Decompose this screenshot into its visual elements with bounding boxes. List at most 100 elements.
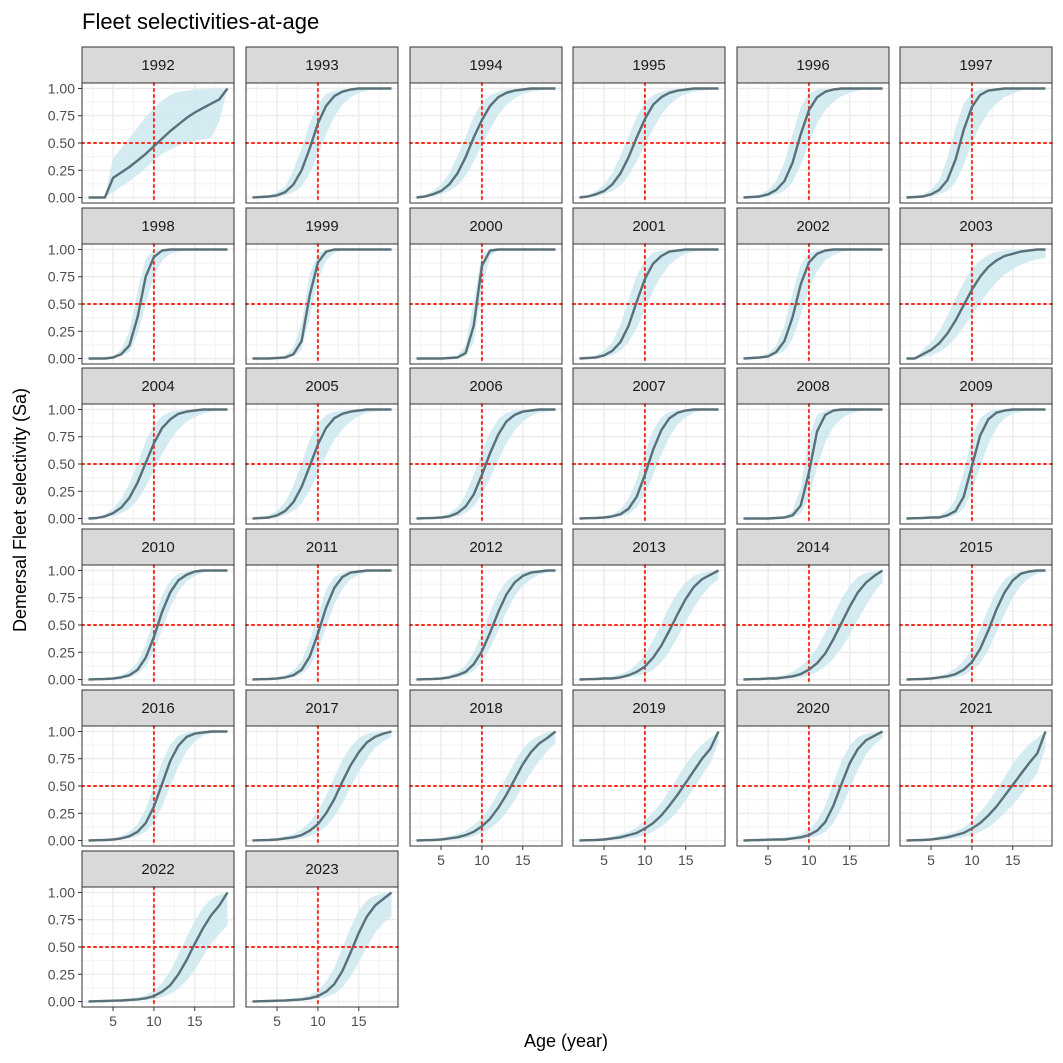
y-tick-label: 0.25 <box>48 323 75 339</box>
strip-label-2004: 2004 <box>141 378 174 395</box>
x-tick-label: 10 <box>474 852 490 868</box>
facet-panel-2005: 2005 <box>245 367 399 525</box>
strip-background <box>245 46 399 84</box>
strip-label-2010: 2010 <box>141 539 174 556</box>
strip-background <box>899 207 1053 245</box>
confidence-band-2003 <box>906 249 1046 359</box>
y-tick-label: 0.25 <box>48 162 75 178</box>
y-tick-label: 0.75 <box>48 108 75 124</box>
confidence-band-1994 <box>416 88 556 198</box>
strip-label-2008: 2008 <box>796 378 829 395</box>
strip-label-2019: 2019 <box>632 700 665 717</box>
strip-label-2006: 2006 <box>469 378 502 395</box>
facet-panel-1994: 1994 <box>409 46 563 204</box>
selectivity-line-1997 <box>906 87 1046 199</box>
facet-panel-2009: 2009 <box>899 367 1053 525</box>
facet-panel-2020: 2020 5 10 15 <box>736 689 890 868</box>
facet-panel-2011: 2011 <box>245 528 399 686</box>
selectivity-line-2020 <box>743 730 884 842</box>
panel-border <box>572 403 726 525</box>
confidence-band-2011 <box>252 570 392 680</box>
selectivity-line-2006 <box>416 408 556 520</box>
selectivity-line-2018 <box>416 730 557 842</box>
panel-border <box>572 243 726 365</box>
y-tick-label: 0.00 <box>48 994 75 1010</box>
selectivity-line-1992 <box>88 87 229 199</box>
facet-panel-2014: 2014 <box>736 528 890 686</box>
selectivity-line-1998 <box>88 248 228 360</box>
strip-background <box>899 367 1053 405</box>
x-tick-label: 5 <box>764 852 772 868</box>
selectivity-line-2015 <box>906 569 1046 681</box>
panel-border <box>572 725 726 847</box>
selectivity-line-2019 <box>579 730 720 842</box>
y-tick-label: 0.50 <box>48 135 75 151</box>
strip-background <box>245 207 399 245</box>
strip-background <box>736 367 890 405</box>
x-tick-label: 15 <box>842 852 858 868</box>
facet-panel-2003: 2003 <box>899 207 1053 365</box>
y-tick-label: 1.00 <box>48 80 75 96</box>
strip-background <box>572 367 726 405</box>
selectivity-line-2002 <box>743 248 883 360</box>
selectivity-line-2016 <box>88 730 228 842</box>
strip-background <box>899 46 1053 84</box>
confidence-band-2008 <box>743 409 883 519</box>
y-tick-label: 1.00 <box>48 884 75 900</box>
x-tick-label: 15 <box>187 1013 203 1029</box>
selectivity-line-1996 <box>743 87 883 199</box>
strip-background <box>736 689 890 727</box>
confidence-band-2004 <box>88 409 228 519</box>
y-tick-label: 0.50 <box>48 778 75 794</box>
y-tick-label: 0.25 <box>48 966 75 982</box>
confidence-band-2017 <box>252 731 392 841</box>
strip-background <box>572 689 726 727</box>
confidence-band-2000 <box>416 249 556 359</box>
facet-panel-2001: 2001 <box>572 207 726 365</box>
strip-background <box>81 46 235 84</box>
selectivity-line-2017 <box>252 730 392 842</box>
panel-border <box>899 82 1053 204</box>
strip-background <box>81 207 235 245</box>
confidence-band-2005 <box>252 409 392 519</box>
confidence-band-1996 <box>743 88 883 198</box>
selectivity-line-2000 <box>416 248 556 360</box>
strip-background <box>81 528 235 566</box>
y-tick-label: 0.75 <box>48 912 75 928</box>
facet-panel-2018: 2018 5 10 15 <box>409 689 563 868</box>
panel-border <box>736 564 890 686</box>
selectivity-line-2022 <box>88 891 229 1003</box>
y-tick-label: 0.00 <box>48 190 75 206</box>
selectivity-line-2023 <box>252 891 393 1003</box>
facet-panel-1998: 1998 0.00 0.25 0.50 0.75 1.00 <box>48 207 235 367</box>
confidence-band-2013 <box>579 570 719 680</box>
facet-panel-2006: 2006 <box>409 367 563 525</box>
confidence-band-2014 <box>743 570 883 680</box>
x-tick-label: 10 <box>637 852 653 868</box>
strip-label-2001: 2001 <box>632 218 665 235</box>
y-tick-label: 0.00 <box>48 351 75 367</box>
x-tick-label: 5 <box>273 1013 281 1029</box>
panel-border <box>572 564 726 686</box>
y-tick-label: 1.00 <box>48 562 75 578</box>
panel-border <box>736 243 890 365</box>
strip-label-2016: 2016 <box>141 700 174 717</box>
strip-label-2013: 2013 <box>632 539 665 556</box>
strip-label-2002: 2002 <box>796 218 829 235</box>
selectivity-line-2014 <box>743 569 884 681</box>
panel-border <box>409 725 563 847</box>
selectivity-line-2011 <box>252 569 392 681</box>
y-tick-label: 0.25 <box>48 644 75 660</box>
strip-label-2003: 2003 <box>959 218 992 235</box>
strip-label-1999: 1999 <box>305 218 338 235</box>
strip-label-2000: 2000 <box>469 218 502 235</box>
y-tick-label: 0.50 <box>48 939 75 955</box>
strip-label-2012: 2012 <box>469 539 502 556</box>
y-tick-label: 0.75 <box>48 590 75 606</box>
facet-panel-2010: 2010 0.00 0.25 0.50 0.75 1.00 <box>48 528 235 688</box>
selectivity-line-1999 <box>252 248 392 360</box>
x-tick-label: 15 <box>678 852 694 868</box>
strip-background <box>899 528 1053 566</box>
y-tick-label: 0.75 <box>48 269 75 285</box>
